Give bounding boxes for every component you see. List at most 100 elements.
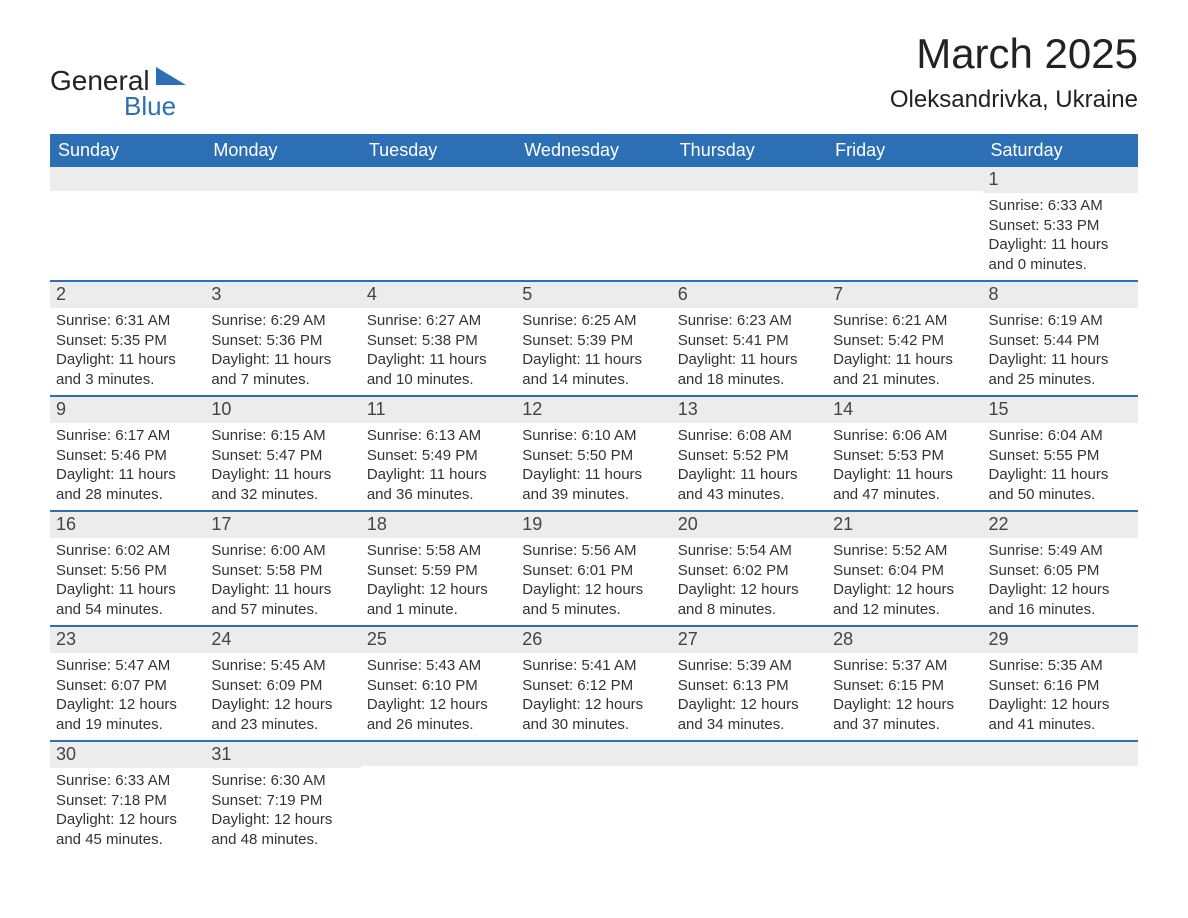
sunset-text: Sunset: 5:59 PM [367, 561, 510, 581]
calendar-week-row: 2Sunrise: 6:31 AMSunset: 5:35 PMDaylight… [50, 281, 1138, 396]
day-details: Sunrise: 6:08 AMSunset: 5:52 PMDaylight:… [672, 423, 827, 510]
daylight-text: Daylight: 12 hours and 26 minutes. [367, 695, 510, 734]
daylight-text: Daylight: 11 hours and 21 minutes. [833, 350, 976, 389]
sunset-text: Sunset: 5:50 PM [522, 446, 665, 466]
sunset-text: Sunset: 5:39 PM [522, 331, 665, 351]
day-details: Sunrise: 6:00 AMSunset: 5:58 PMDaylight:… [205, 538, 360, 625]
day-number: 23 [50, 627, 205, 653]
sunset-text: Sunset: 6:15 PM [833, 676, 976, 696]
calendar-day-cell: 27Sunrise: 5:39 AMSunset: 6:13 PMDayligh… [672, 626, 827, 741]
daylight-text: Daylight: 12 hours and 45 minutes. [56, 810, 199, 849]
sunrise-text: Sunrise: 5:54 AM [678, 541, 821, 561]
calendar-day-cell: 10Sunrise: 6:15 AMSunset: 5:47 PMDayligh… [205, 396, 360, 511]
day-number: 19 [516, 512, 671, 538]
sunset-text: Sunset: 6:05 PM [989, 561, 1132, 581]
daylight-text: Daylight: 11 hours and 50 minutes. [989, 465, 1132, 504]
day-number: 1 [983, 167, 1138, 193]
dow-header: Sunday [50, 134, 205, 167]
calendar-day-cell: 15Sunrise: 6:04 AMSunset: 5:55 PMDayligh… [983, 396, 1138, 511]
calendar-day-cell [50, 167, 205, 281]
day-details: Sunrise: 6:33 AMSunset: 7:18 PMDaylight:… [50, 768, 205, 855]
sunrise-text: Sunrise: 6:23 AM [678, 311, 821, 331]
sunrise-text: Sunrise: 6:29 AM [211, 311, 354, 331]
daylight-text: Daylight: 11 hours and 32 minutes. [211, 465, 354, 504]
calendar-day-cell: 24Sunrise: 5:45 AMSunset: 6:09 PMDayligh… [205, 626, 360, 741]
daylight-text: Daylight: 12 hours and 19 minutes. [56, 695, 199, 734]
calendar-day-cell: 14Sunrise: 6:06 AMSunset: 5:53 PMDayligh… [827, 396, 982, 511]
calendar-day-cell: 5Sunrise: 6:25 AMSunset: 5:39 PMDaylight… [516, 281, 671, 396]
calendar-day-cell [516, 741, 671, 855]
daylight-text: Daylight: 12 hours and 48 minutes. [211, 810, 354, 849]
sunrise-text: Sunrise: 5:45 AM [211, 656, 354, 676]
calendar-table: Sunday Monday Tuesday Wednesday Thursday… [50, 134, 1138, 855]
calendar-day-cell: 18Sunrise: 5:58 AMSunset: 5:59 PMDayligh… [361, 511, 516, 626]
daylight-text: Daylight: 12 hours and 1 minute. [367, 580, 510, 619]
day-number: 26 [516, 627, 671, 653]
sunset-text: Sunset: 5:44 PM [989, 331, 1132, 351]
sunrise-text: Sunrise: 6:06 AM [833, 426, 976, 446]
calendar-day-cell: 28Sunrise: 5:37 AMSunset: 6:15 PMDayligh… [827, 626, 982, 741]
day-details: Sunrise: 5:37 AMSunset: 6:15 PMDaylight:… [827, 653, 982, 740]
sunset-text: Sunset: 6:12 PM [522, 676, 665, 696]
day-details [50, 191, 205, 211]
brand-word-1: General [50, 65, 150, 97]
calendar-day-cell: 25Sunrise: 5:43 AMSunset: 6:10 PMDayligh… [361, 626, 516, 741]
sunrise-text: Sunrise: 6:27 AM [367, 311, 510, 331]
calendar-day-cell: 1Sunrise: 6:33 AMSunset: 5:33 PMDaylight… [983, 167, 1138, 281]
sunrise-text: Sunrise: 5:49 AM [989, 541, 1132, 561]
day-number: 18 [361, 512, 516, 538]
calendar-day-cell: 30Sunrise: 6:33 AMSunset: 7:18 PMDayligh… [50, 741, 205, 855]
day-details [827, 766, 982, 786]
calendar-day-cell: 21Sunrise: 5:52 AMSunset: 6:04 PMDayligh… [827, 511, 982, 626]
sunrise-text: Sunrise: 6:25 AM [522, 311, 665, 331]
day-number: 25 [361, 627, 516, 653]
calendar-day-cell: 17Sunrise: 6:00 AMSunset: 5:58 PMDayligh… [205, 511, 360, 626]
calendar-week-row: 1Sunrise: 6:33 AMSunset: 5:33 PMDaylight… [50, 167, 1138, 281]
sunset-text: Sunset: 5:56 PM [56, 561, 199, 581]
day-details: Sunrise: 5:39 AMSunset: 6:13 PMDaylight:… [672, 653, 827, 740]
day-details: Sunrise: 6:06 AMSunset: 5:53 PMDaylight:… [827, 423, 982, 510]
sunrise-text: Sunrise: 5:37 AM [833, 656, 976, 676]
page-title: March 2025 [890, 30, 1138, 78]
day-details: Sunrise: 6:23 AMSunset: 5:41 PMDaylight:… [672, 308, 827, 395]
dow-header: Wednesday [516, 134, 671, 167]
calendar-day-cell: 11Sunrise: 6:13 AMSunset: 5:49 PMDayligh… [361, 396, 516, 511]
calendar-day-cell [672, 167, 827, 281]
sunset-text: Sunset: 5:46 PM [56, 446, 199, 466]
day-details: Sunrise: 5:45 AMSunset: 6:09 PMDaylight:… [205, 653, 360, 740]
day-number: 27 [672, 627, 827, 653]
daylight-text: Daylight: 11 hours and 57 minutes. [211, 580, 354, 619]
day-number: 9 [50, 397, 205, 423]
calendar-day-cell: 7Sunrise: 6:21 AMSunset: 5:42 PMDaylight… [827, 281, 982, 396]
daylight-text: Daylight: 11 hours and 10 minutes. [367, 350, 510, 389]
calendar-day-cell: 8Sunrise: 6:19 AMSunset: 5:44 PMDaylight… [983, 281, 1138, 396]
dow-header: Monday [205, 134, 360, 167]
daylight-text: Daylight: 11 hours and 18 minutes. [678, 350, 821, 389]
calendar-day-cell [983, 741, 1138, 855]
sunset-text: Sunset: 5:49 PM [367, 446, 510, 466]
daylight-text: Daylight: 12 hours and 30 minutes. [522, 695, 665, 734]
day-details [672, 191, 827, 211]
day-details [516, 191, 671, 211]
daylight-text: Daylight: 12 hours and 8 minutes. [678, 580, 821, 619]
sunrise-text: Sunrise: 6:13 AM [367, 426, 510, 446]
day-number: 21 [827, 512, 982, 538]
day-details: Sunrise: 5:52 AMSunset: 6:04 PMDaylight:… [827, 538, 982, 625]
calendar-day-cell [361, 741, 516, 855]
daylight-text: Daylight: 11 hours and 36 minutes. [367, 465, 510, 504]
sunrise-text: Sunrise: 5:35 AM [989, 656, 1132, 676]
day-number [672, 742, 827, 766]
calendar-day-cell: 29Sunrise: 5:35 AMSunset: 6:16 PMDayligh… [983, 626, 1138, 741]
sunrise-text: Sunrise: 5:39 AM [678, 656, 821, 676]
day-details [983, 766, 1138, 786]
daylight-text: Daylight: 11 hours and 54 minutes. [56, 580, 199, 619]
daylight-text: Daylight: 11 hours and 47 minutes. [833, 465, 976, 504]
sunrise-text: Sunrise: 5:47 AM [56, 656, 199, 676]
day-number: 5 [516, 282, 671, 308]
calendar-day-cell [516, 167, 671, 281]
sunrise-text: Sunrise: 5:56 AM [522, 541, 665, 561]
day-details [361, 191, 516, 211]
daylight-text: Daylight: 12 hours and 37 minutes. [833, 695, 976, 734]
day-details: Sunrise: 5:43 AMSunset: 6:10 PMDaylight:… [361, 653, 516, 740]
sunset-text: Sunset: 5:47 PM [211, 446, 354, 466]
